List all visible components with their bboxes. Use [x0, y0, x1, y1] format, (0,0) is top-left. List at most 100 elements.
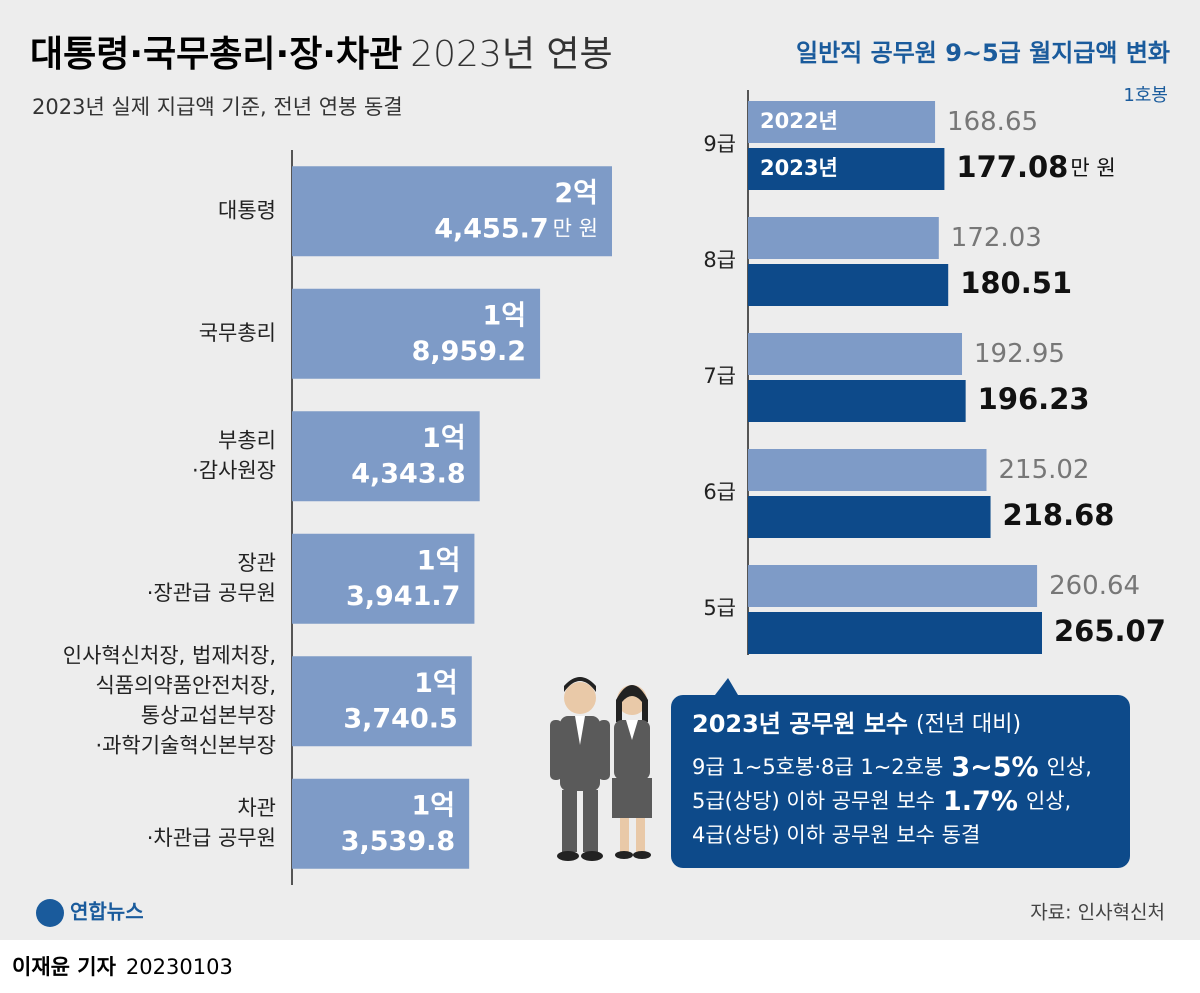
- logo-icon: [36, 899, 64, 927]
- bar: [292, 778, 470, 869]
- value-number: 172.03: [951, 223, 1042, 253]
- category-label: 대통령: [218, 198, 276, 222]
- category-label: ·차관급 공무원: [147, 826, 276, 850]
- value-number: 177.08: [956, 150, 1068, 184]
- value-label: 8,959.2: [412, 335, 526, 366]
- bar: [748, 148, 945, 190]
- callout-line: 5급(상당) 이하 공무원 보수 1.7% 인상,: [692, 786, 1071, 817]
- value-number: 215.02: [998, 455, 1089, 485]
- callout-text: 5급(상당) 이하 공무원 보수: [692, 789, 935, 813]
- legend-label: 2022년: [760, 109, 838, 133]
- bar: [292, 533, 475, 624]
- category-label: 부총리: [218, 428, 276, 452]
- value-label: 1억: [482, 300, 526, 331]
- value-label: 4,343.8: [351, 458, 465, 489]
- callout-emphasis: 1.7%: [943, 786, 1018, 817]
- callout-heading: 2023년 공무원 보수 (전년 대비): [692, 710, 1021, 738]
- callout-text: 인상,: [1047, 755, 1092, 779]
- bar: [292, 656, 472, 747]
- bar: [748, 101, 936, 143]
- callout-text: 4급(상당) 이하 공무원 보수 동결: [692, 823, 980, 847]
- bar: [748, 612, 1042, 654]
- value-number: 196.23: [978, 382, 1090, 416]
- category-label: 5급: [703, 596, 736, 620]
- category-label: 식품의약품안전처장,: [95, 673, 276, 697]
- value-label: 3,941.7: [346, 580, 460, 611]
- unit: 만 원: [1070, 156, 1115, 180]
- value-number: 8,959.2: [412, 335, 526, 366]
- value-number: 180.51: [960, 266, 1072, 300]
- value-label: 177.08만 원: [956, 150, 1115, 184]
- value-label: 2억: [554, 178, 598, 209]
- bar: [748, 565, 1038, 607]
- logo: 연합뉴스: [70, 900, 144, 924]
- value-number: 3,740.5: [343, 703, 457, 734]
- category-label: ·과학기술혁신본부장: [95, 733, 276, 757]
- bar: [748, 380, 966, 422]
- value-label: 3,740.5: [343, 703, 457, 734]
- bar: [748, 264, 949, 306]
- callout-note: (전년 대비): [916, 712, 1021, 737]
- value-number: 3,941.7: [346, 580, 460, 611]
- bar: [748, 449, 987, 491]
- value-label: 180.51: [960, 266, 1072, 300]
- category-label: 국무총리: [199, 321, 276, 345]
- value-label: 265.07: [1054, 614, 1166, 648]
- value-label: 260.64: [1049, 571, 1140, 601]
- callout-text: 인상,: [1026, 789, 1071, 813]
- callout-line: 9급 1~5호봉·8급 1~2호봉 3~5% 인상,: [692, 752, 1092, 783]
- unit: 만 원: [553, 216, 598, 240]
- value-number: 4,343.8: [351, 458, 465, 489]
- value-number: 265.07: [1054, 614, 1166, 648]
- legend-label: 2023년: [760, 156, 838, 180]
- title-suffix: 2023년 연봉: [410, 34, 612, 75]
- title-main: 대통령·국무총리·장·차관: [30, 34, 402, 75]
- subtitle: 2023년 실제 지급액 기준, 전년 연봉 동결: [32, 95, 403, 119]
- value-label: 215.02: [998, 455, 1089, 485]
- title: 대통령·국무총리·장·차관 2023년 연봉: [30, 34, 613, 75]
- category-label: 통상교섭본부장: [141, 703, 276, 727]
- category-label: ·장관급 공무원: [147, 581, 276, 605]
- value-number: 260.64: [1049, 571, 1140, 601]
- value-label: 3,539.8: [341, 825, 455, 856]
- bar: [748, 217, 939, 259]
- callout-text: 9급 1~5호봉·8급 1~2호봉: [692, 755, 943, 779]
- category-label: 차관: [237, 796, 276, 820]
- value-label: 168.65: [947, 107, 1038, 137]
- value-number: 3,539.8: [341, 825, 455, 856]
- bar: [292, 166, 612, 257]
- value-label: 218.68: [1003, 498, 1115, 532]
- callout-title: 2023년 공무원 보수: [692, 710, 908, 738]
- category-label: 인사혁신처장, 법제처장,: [63, 643, 276, 667]
- byline-date: 20230103: [126, 955, 233, 979]
- category-label: 7급: [703, 364, 736, 388]
- value-label: 1억: [422, 423, 466, 454]
- category-label: 8급: [703, 248, 736, 272]
- value-label: 196.23: [978, 382, 1090, 416]
- bar: [292, 288, 541, 379]
- byline: 이재윤 기자 20230103: [12, 955, 233, 979]
- callout-box: [671, 678, 1130, 868]
- byline-author: 이재윤 기자: [12, 955, 117, 979]
- source: 자료: 인사혁신처: [1030, 902, 1165, 924]
- category-label: ·감사원장: [192, 458, 276, 482]
- people-illustration: [550, 677, 652, 861]
- value-label: 1억: [412, 790, 456, 821]
- bar: [292, 411, 480, 502]
- callout: 2023년 공무원 보수 (전년 대비) 9급 1~5호봉·8급 1~2호봉 3~5…: [692, 710, 1092, 847]
- value-number: 168.65: [947, 107, 1038, 137]
- right-title: 일반직 공무원 9~5급 월지급액 변화: [796, 39, 1170, 67]
- category-label: 장관: [237, 551, 276, 575]
- category-label: 6급: [703, 480, 736, 504]
- category-label: 9급: [703, 132, 736, 156]
- value-label: 4,455.7 만 원: [434, 213, 598, 244]
- bar: [748, 333, 963, 375]
- value-label: 172.03: [951, 223, 1042, 253]
- value-label: 1억: [414, 668, 458, 699]
- value-label: 192.95: [974, 339, 1065, 369]
- value-label: 1억: [417, 545, 461, 576]
- callout-line: 4급(상당) 이하 공무원 보수 동결: [692, 823, 980, 847]
- callout-emphasis: 3~5%: [951, 752, 1038, 783]
- bar: [748, 496, 991, 538]
